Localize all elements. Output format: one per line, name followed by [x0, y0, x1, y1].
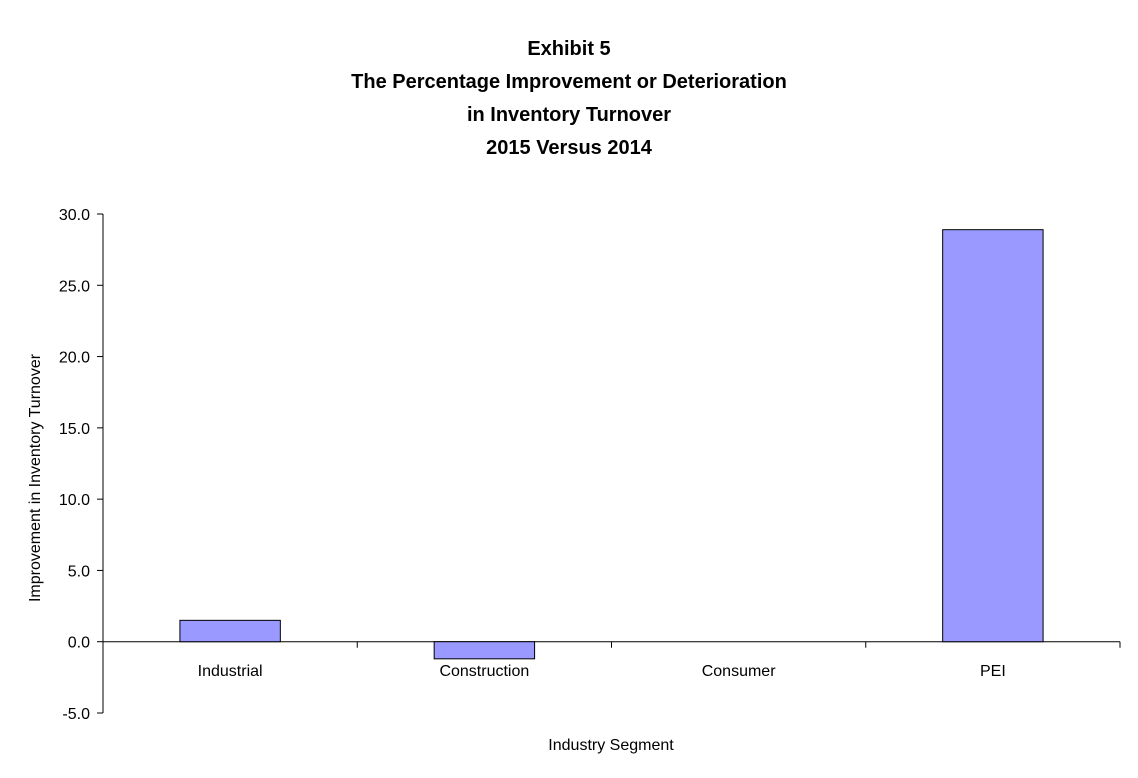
y-tick-label: 15.0	[59, 421, 90, 438]
y-tick-label: -5.0	[62, 706, 90, 723]
x-tick-label: Industrial	[198, 663, 263, 680]
y-axis-title: Improvement in Inventory Turnover	[27, 353, 44, 602]
x-axis	[103, 641, 1121, 648]
x-tick-label: PEI	[980, 663, 1006, 680]
chart-title-line-1: Exhibit 5	[527, 38, 611, 60]
bar-construction	[433, 641, 536, 660]
bars	[179, 229, 1044, 660]
x-tick-label: Consumer	[702, 663, 776, 680]
chart-title-line-2: The Percentage Improvement or Deteriorat…	[351, 71, 787, 93]
y-tick-label: 10.0	[59, 492, 90, 509]
chart-title-line-3: in Inventory Turnover	[466, 104, 672, 126]
chart-title: Exhibit 5 The Percentage Improvement or …	[0, 33, 1138, 165]
y-tick-label: 30.0	[59, 207, 90, 224]
bar-industrial	[179, 619, 281, 643]
x-tick-label: Construction	[439, 663, 529, 680]
y-tick-label: 5.0	[68, 563, 90, 580]
y-axis: 30.0 25.0 20.0 15.0 10.0 5.0 0.0 -5.0	[59, 207, 104, 723]
chart-title-line-4: 2015 Versus 2014	[486, 137, 652, 159]
y-tick-label: 0.0	[68, 635, 90, 652]
bar-pei	[942, 229, 1044, 643]
x-axis-title: Industry Segment	[548, 737, 674, 754]
x-tick-labels: Industrial Construction Consumer PEI	[198, 663, 1006, 680]
y-tick-label: 25.0	[59, 278, 90, 295]
y-tick-label: 20.0	[59, 350, 90, 367]
